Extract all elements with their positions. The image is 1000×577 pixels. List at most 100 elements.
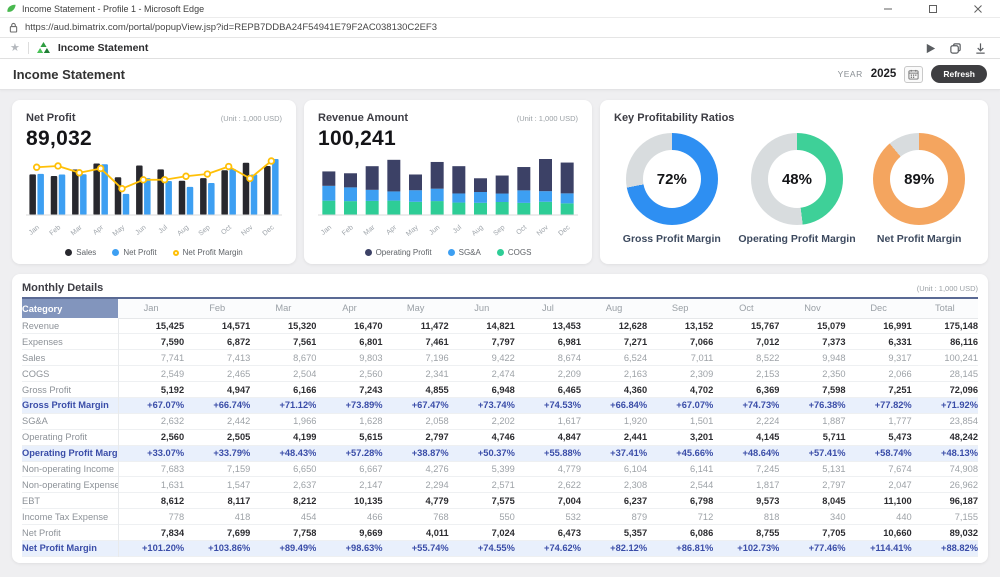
cell-value: +71.92% [912, 397, 978, 413]
legend-marker [497, 249, 504, 256]
svg-text:Jan: Jan [28, 224, 41, 237]
cell-value: +74.55% [449, 540, 515, 556]
column-header: Jan [118, 298, 184, 318]
cell-value: 10,135 [316, 493, 382, 509]
donut-value: 48% [768, 150, 826, 208]
cell-value: +74.53% [515, 397, 581, 413]
favorite-star-icon[interactable]: ★ [10, 43, 20, 54]
cell-value: 2,504 [250, 366, 316, 382]
calendar-button[interactable] [904, 66, 923, 83]
cell-value: 10,660 [846, 525, 912, 541]
column-header: Jul [515, 298, 581, 318]
cell-value: 1,547 [184, 477, 250, 493]
cell-value: 7,705 [779, 525, 845, 541]
year-input[interactable]: 2025 [871, 68, 897, 80]
favicon-icon [6, 3, 17, 14]
close-button[interactable] [955, 0, 1000, 17]
cell-value: 89,032 [912, 525, 978, 541]
cell-value: +48.43% [250, 445, 316, 461]
cell-value: 818 [713, 509, 779, 525]
row-label: Non-operating Expense [22, 477, 118, 493]
cell-value: 2,442 [184, 413, 250, 429]
save-button[interactable] [949, 42, 962, 55]
svg-text:Apr: Apr [92, 224, 105, 237]
maximize-button[interactable] [910, 0, 955, 17]
cell-value: 1,628 [316, 413, 382, 429]
cell-value: 2,797 [779, 477, 845, 493]
cell-value: +38.87% [383, 445, 449, 461]
net-profit-chart: JanFebMarAprMayJunJulAugSepOctNovDec [26, 153, 282, 246]
cell-value: 466 [316, 509, 382, 525]
table-row: Non-operating Income7,6837,1596,6506,667… [22, 461, 978, 477]
svg-text:Jul: Jul [158, 224, 170, 235]
cell-value: +101.20% [118, 540, 184, 556]
cell-value: +57.28% [316, 445, 382, 461]
breadcrumb: Income Statement [58, 42, 148, 54]
svg-text:Dec: Dec [262, 224, 276, 238]
column-header: Feb [184, 298, 250, 318]
revenue-chart-svg: JanFebMarAprMayJunJulAugSepOctNovDec [318, 153, 578, 241]
minimize-button[interactable] [865, 0, 910, 17]
download-button[interactable] [974, 42, 987, 55]
cell-value: 7,066 [647, 334, 713, 350]
cell-value: 7,012 [713, 334, 779, 350]
cell-value: 7,674 [846, 461, 912, 477]
cell-value: 9,669 [316, 525, 382, 541]
cell-value: 48,242 [912, 429, 978, 445]
cell-value: 2,637 [250, 477, 316, 493]
cell-value: 2,560 [316, 366, 382, 382]
cell-value: 1,920 [581, 413, 647, 429]
cell-value: 454 [250, 509, 316, 525]
address-bar[interactable]: https://aud.bimatrix.com/portal/popupVie… [0, 18, 1000, 38]
cell-value: 2,308 [581, 477, 647, 493]
cell-value: 4,011 [383, 525, 449, 541]
column-header: Total [912, 298, 978, 318]
refresh-button[interactable]: Refresh [931, 65, 987, 83]
url-text[interactable]: https://aud.bimatrix.com/portal/popupVie… [25, 22, 437, 33]
cell-value: +57.41% [779, 445, 845, 461]
cell-value: 340 [779, 509, 845, 525]
svg-text:Jun: Jun [134, 224, 147, 237]
unit-label: (Unit : 1,000 USD) [517, 114, 578, 123]
cell-value: 3,201 [647, 429, 713, 445]
cell-value: 5,711 [779, 429, 845, 445]
cell-value: 15,767 [713, 318, 779, 334]
column-header: Oct [713, 298, 779, 318]
cell-value: 175,148 [912, 318, 978, 334]
svg-text:Mar: Mar [70, 224, 84, 238]
cell-value: 4,947 [184, 382, 250, 398]
cell-value: 1,777 [846, 413, 912, 429]
play-button[interactable] [924, 42, 937, 55]
cell-value: +103.86% [184, 540, 250, 556]
column-header: Mar [250, 298, 316, 318]
table-row: Gross Profit Margin+67.07%+66.74%+71.12%… [22, 397, 978, 413]
cell-value: +102.73% [713, 540, 779, 556]
cell-value: 7,271 [581, 334, 647, 350]
row-label: COGS [22, 366, 118, 382]
donut-ring: 72% [626, 133, 718, 225]
net-profit-value: 89,032 [26, 127, 282, 151]
donut: 89%Net Profit Margin [873, 133, 965, 245]
cell-value: 440 [846, 509, 912, 525]
cell-value: 8,212 [250, 493, 316, 509]
cell-value: 2,202 [449, 413, 515, 429]
table-row: Revenue15,42514,57115,32016,47011,47214,… [22, 318, 978, 334]
row-label: Operating Profit [22, 429, 118, 445]
table-title: Monthly Details [22, 282, 103, 294]
year-controls: YEAR 2025 Refresh [838, 65, 987, 83]
cell-value: 5,357 [581, 525, 647, 541]
cell-value: 2,505 [184, 429, 250, 445]
svg-text:Mar: Mar [363, 224, 377, 238]
cell-value: 7,834 [118, 525, 184, 541]
cell-value: 72,096 [912, 382, 978, 398]
cell-value: 6,798 [647, 493, 713, 509]
legend-item: Net Profit [112, 248, 156, 257]
cell-value: 1,887 [779, 413, 845, 429]
cell-value: 4,779 [383, 493, 449, 509]
window-controls [865, 0, 1000, 17]
cell-value: 11,100 [846, 493, 912, 509]
cell-value: 7,699 [184, 525, 250, 541]
cell-value: 2,066 [846, 366, 912, 382]
browser-window: Income Statement - Profile 1 - Microsoft… [0, 0, 1000, 577]
cell-value: 5,399 [449, 461, 515, 477]
